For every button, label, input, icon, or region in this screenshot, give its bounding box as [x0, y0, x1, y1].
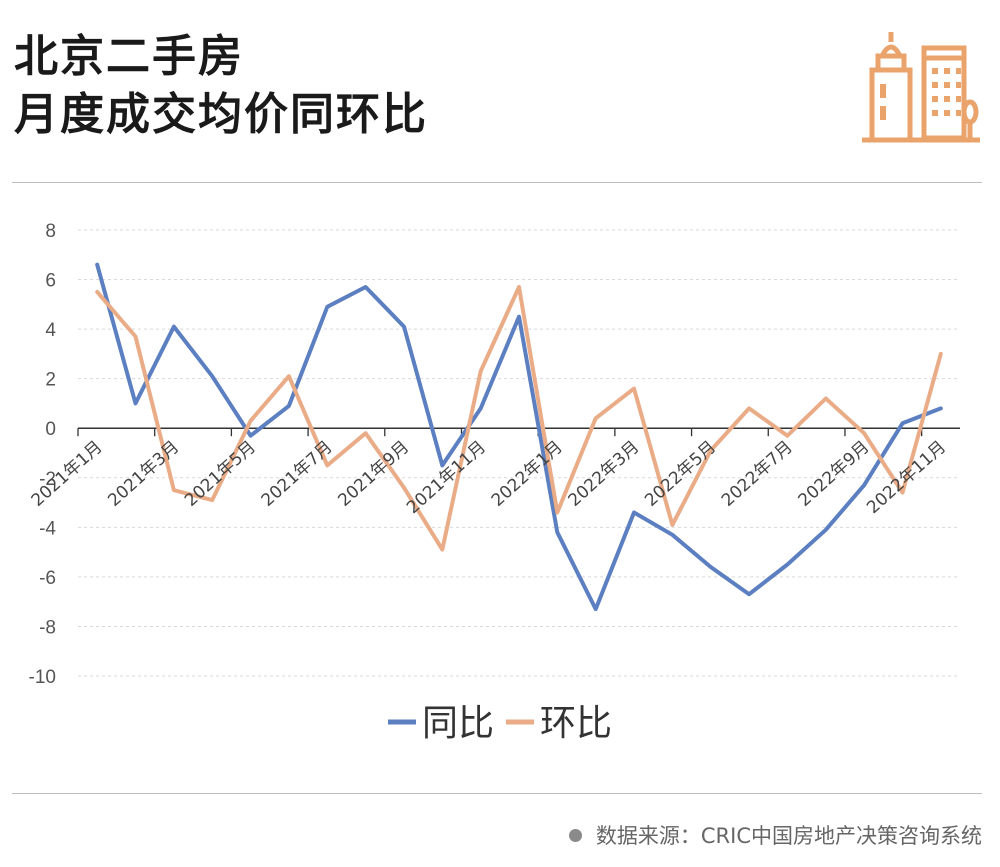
y-tick-label: 0	[45, 419, 56, 440]
series-line-mom	[95, 285, 943, 552]
y-tick-label: -10	[29, 667, 56, 688]
y-tick-label: -4	[39, 518, 56, 539]
y-tick-label: -6	[39, 568, 56, 589]
y-tick-label: -8	[39, 617, 56, 638]
page-title-line-1: 北京二手房	[14, 31, 244, 82]
x-tick-label: 2022年3月	[565, 437, 644, 511]
header-divider	[12, 182, 982, 183]
x-tick-label: 2021年5月	[181, 437, 260, 511]
footer-divider	[12, 793, 982, 794]
y-tick-label: 4	[45, 320, 56, 341]
y-tick-label: -2	[39, 469, 56, 490]
grid-layer	[78, 229, 960, 677]
zero-axis-layer	[77, 427, 960, 437]
source-text: 数据来源：CRIC中国房地产决策咨询系统	[595, 824, 982, 848]
legend-label: 同比	[422, 703, 494, 744]
bullet-dot-icon	[568, 828, 582, 842]
x-tick-label: 2022年7月	[718, 437, 797, 511]
x-tick-label: 2022年9月	[795, 437, 874, 511]
y-tick-label: 8	[45, 221, 56, 242]
city-buildings-icon	[862, 32, 980, 143]
page-title-line-2: 月度成交均价同环比	[14, 89, 428, 140]
y-axis: 8 6 4 2 0 -2 -4 -6 -8 -10	[29, 221, 57, 688]
legend-label: 环比	[540, 703, 612, 744]
series-layer	[95, 262, 943, 612]
y-tick-label: 6	[45, 271, 56, 292]
legend: 同比 环比	[388, 703, 612, 744]
x-tick-label: 2021年7月	[258, 437, 337, 511]
title-block: 北京二手房 月度成交均价同环比	[14, 28, 428, 144]
series-line-yoy	[95, 262, 943, 612]
data-source: 数据来源：CRIC中国房地产决策咨询系统	[568, 820, 982, 850]
y-tick-label: 2	[45, 370, 56, 391]
x-tick-label: 2022年5月	[641, 437, 720, 511]
